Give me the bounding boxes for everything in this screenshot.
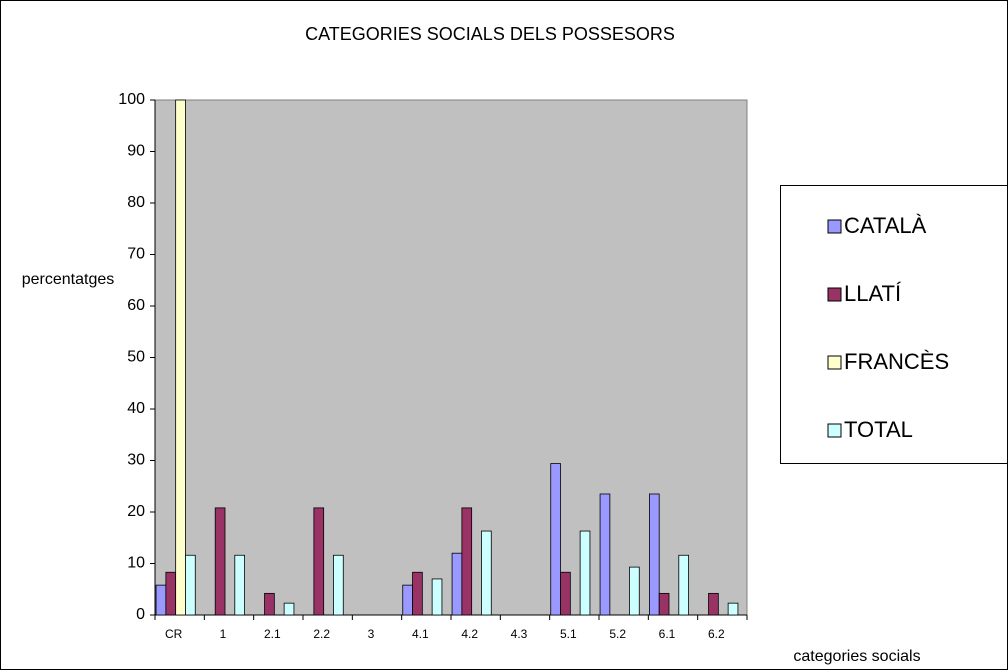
bar bbox=[175, 99, 186, 616]
x-tick-label: 6.1 bbox=[659, 627, 676, 641]
bar bbox=[451, 552, 463, 616]
bar bbox=[629, 566, 640, 616]
bar bbox=[550, 463, 561, 616]
x-tick-label: 1 bbox=[220, 627, 227, 641]
bar bbox=[412, 571, 423, 616]
x-tick-label: 5.1 bbox=[560, 627, 577, 641]
y-axis-label: percentatges bbox=[22, 271, 115, 288]
bar bbox=[599, 493, 611, 616]
bar bbox=[283, 602, 295, 616]
legend-swatch bbox=[827, 423, 842, 438]
bar bbox=[708, 592, 719, 616]
bar bbox=[313, 507, 325, 616]
y-tick-label: 90 bbox=[127, 143, 145, 160]
bar bbox=[560, 571, 571, 616]
bar bbox=[264, 592, 275, 616]
bar bbox=[165, 571, 177, 616]
chart-title: CATEGORIES SOCIALS DELS POSSESORS bbox=[305, 24, 675, 44]
y-tick-label: 30 bbox=[127, 452, 145, 469]
bar bbox=[579, 530, 591, 616]
bar bbox=[727, 602, 739, 616]
y-tick-label: 10 bbox=[127, 555, 145, 572]
y-tick-label: 50 bbox=[127, 349, 145, 366]
bar bbox=[185, 554, 196, 616]
legend-label: CATALÀ bbox=[844, 213, 927, 238]
legend-box bbox=[780, 185, 1008, 464]
legend-swatch bbox=[827, 287, 842, 302]
x-tick-label: 4.2 bbox=[461, 627, 478, 641]
bar bbox=[214, 507, 226, 616]
y-tick-label: 60 bbox=[127, 297, 145, 314]
y-tick-label: 80 bbox=[127, 194, 145, 211]
bar bbox=[658, 592, 670, 616]
x-tick-label: CR bbox=[165, 627, 183, 641]
x-tick-label: 4.1 bbox=[412, 627, 429, 641]
y-tick-label: 20 bbox=[127, 503, 145, 520]
x-axis-label: categories socials bbox=[793, 648, 920, 665]
bar bbox=[155, 584, 167, 616]
x-tick-label: 2.2 bbox=[313, 627, 330, 641]
y-tick-label: 0 bbox=[136, 606, 145, 623]
y-tick-label: 70 bbox=[127, 246, 145, 263]
legend-swatch bbox=[827, 219, 842, 234]
bar bbox=[402, 584, 413, 616]
legend-label: TOTAL bbox=[844, 417, 913, 442]
bar bbox=[431, 578, 443, 616]
bar bbox=[649, 493, 660, 616]
y-tick-label: 100 bbox=[118, 91, 145, 108]
bar bbox=[678, 554, 689, 616]
x-tick-label: 2.1 bbox=[264, 627, 281, 641]
x-tick-label: 4.3 bbox=[511, 627, 528, 641]
x-tick-label: 3 bbox=[368, 627, 375, 641]
bar bbox=[333, 554, 344, 616]
bar bbox=[234, 554, 246, 616]
x-tick-label: 6.2 bbox=[708, 627, 725, 641]
legend-label: LLATÍ bbox=[844, 281, 902, 306]
plot-area bbox=[154, 99, 748, 616]
y-tick-label: 40 bbox=[127, 400, 145, 417]
bar bbox=[461, 507, 473, 616]
legend-swatch bbox=[827, 355, 842, 370]
x-tick-label: 5.2 bbox=[609, 627, 626, 641]
bar bbox=[481, 530, 492, 616]
legend-label: FRANCÈS bbox=[844, 349, 949, 374]
